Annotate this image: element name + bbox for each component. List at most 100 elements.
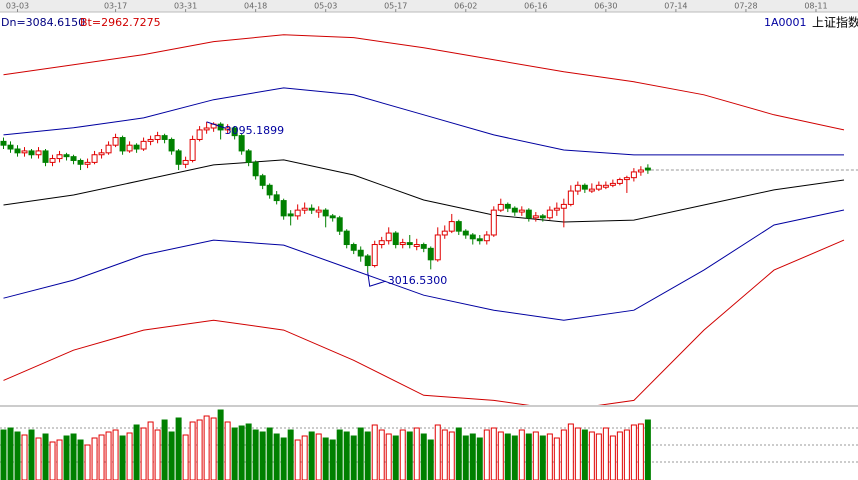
- volume-bar: [112, 429, 119, 480]
- candle-body: [294, 209, 301, 217]
- symbol-code: 1A0001: [764, 16, 807, 29]
- volume-bar: [105, 431, 112, 480]
- volume-bar: [140, 427, 147, 480]
- candle-body: [189, 138, 196, 161]
- date-strip: [0, 0, 858, 12]
- indicator-label: Bt=2962.7275: [80, 16, 161, 29]
- volume-bar: [84, 444, 91, 480]
- volume-bar: [126, 432, 133, 480]
- volume-bar: [224, 421, 231, 480]
- volume-bar: [616, 431, 623, 480]
- x-tick-label: 03-17: [104, 2, 127, 11]
- volume-bar: [350, 435, 357, 480]
- candle-body: [588, 188, 595, 192]
- candle-body: [224, 127, 231, 131]
- band-line: [3, 34, 845, 131]
- volume-bar: [56, 439, 63, 480]
- band-line: [3, 209, 845, 321]
- volume-bar: [231, 427, 238, 480]
- candle-body: [259, 175, 266, 186]
- volume-bar: [504, 433, 511, 480]
- volume-bar: [441, 429, 448, 480]
- candle-body: [112, 137, 119, 146]
- volume-bar: [0, 429, 7, 480]
- volume-panel: [0, 409, 858, 480]
- volume-bar: [35, 437, 42, 480]
- volume-bar: [525, 433, 532, 480]
- candle-body: [287, 213, 294, 217]
- x-tick-label: 08-11: [804, 2, 827, 11]
- x-tick-label: 07-28: [734, 2, 757, 11]
- volume-bar: [196, 419, 203, 480]
- volume-bar: [462, 435, 469, 480]
- x-tick-label: 04-18: [244, 2, 267, 11]
- candle-body: [420, 244, 427, 249]
- low-pointer: [367, 272, 386, 287]
- candle-body: [175, 150, 182, 165]
- x-tick-label: 06-30: [594, 2, 617, 11]
- candle-body: [546, 209, 553, 219]
- candle-body: [28, 150, 35, 156]
- candle-body: [7, 144, 14, 150]
- candle-body: [308, 207, 315, 211]
- symbol-name: 上证指数: [812, 15, 858, 30]
- volume-bar: [301, 435, 308, 480]
- volume-bar: [609, 435, 616, 480]
- volume-bar: [14, 431, 21, 480]
- candle-body: [623, 177, 630, 181]
- volume-bar: [378, 429, 385, 480]
- volume-bar: [266, 427, 273, 480]
- candle-body: [616, 179, 623, 184]
- volume-bar: [532, 431, 539, 480]
- volume-bar: [98, 434, 105, 480]
- price-panel: [0, 34, 858, 405]
- candle-body: [196, 129, 203, 140]
- volume-bar: [483, 429, 490, 480]
- volume-bar: [399, 429, 406, 480]
- candle-body: [553, 207, 560, 211]
- volume-bar: [273, 433, 280, 480]
- candle-body: [364, 255, 371, 267]
- volume-bar: [336, 429, 343, 480]
- volume-bar: [413, 427, 420, 480]
- candle-body: [371, 244, 378, 267]
- volume-bar: [490, 427, 497, 480]
- x-tick-label: 05-17: [384, 2, 407, 11]
- volume-bar: [189, 421, 196, 480]
- candle-body: [637, 169, 644, 173]
- volume-bar: [630, 424, 637, 480]
- candle-body: [385, 232, 392, 242]
- candle-body: [497, 203, 504, 211]
- band-line: [3, 159, 845, 223]
- volume-bar: [560, 429, 567, 480]
- volume-bar: [385, 433, 392, 480]
- volume-bar: [154, 429, 161, 480]
- candle-body: [350, 244, 357, 251]
- candle-body: [252, 161, 259, 177]
- x-tick-label: 03-03: [6, 2, 29, 11]
- volume-bar: [161, 419, 168, 480]
- candle-body: [70, 156, 77, 161]
- candle-body: [357, 249, 364, 257]
- volume-bar: [497, 431, 504, 480]
- volume-bar: [259, 431, 266, 480]
- candle-body: [574, 184, 581, 192]
- volume-bar: [511, 435, 518, 480]
- candle-body: [98, 152, 105, 156]
- volume-bar: [175, 417, 182, 480]
- candle-body: [266, 184, 273, 196]
- candle-body: [581, 184, 588, 190]
- candle-body: [532, 215, 539, 219]
- volume-bar: [147, 421, 154, 480]
- low-label: 3016.5300: [388, 274, 448, 287]
- candle-body: [630, 171, 637, 179]
- volume-bar: [203, 415, 210, 480]
- volume-bar: [28, 429, 35, 480]
- candle-body: [231, 127, 238, 137]
- candle-body: [427, 247, 434, 261]
- x-tick-label: 03-31: [174, 2, 197, 11]
- candle-body: [63, 154, 70, 158]
- volume-bar: [448, 431, 455, 480]
- candle-body: [413, 244, 420, 247]
- candle-body: [35, 150, 42, 156]
